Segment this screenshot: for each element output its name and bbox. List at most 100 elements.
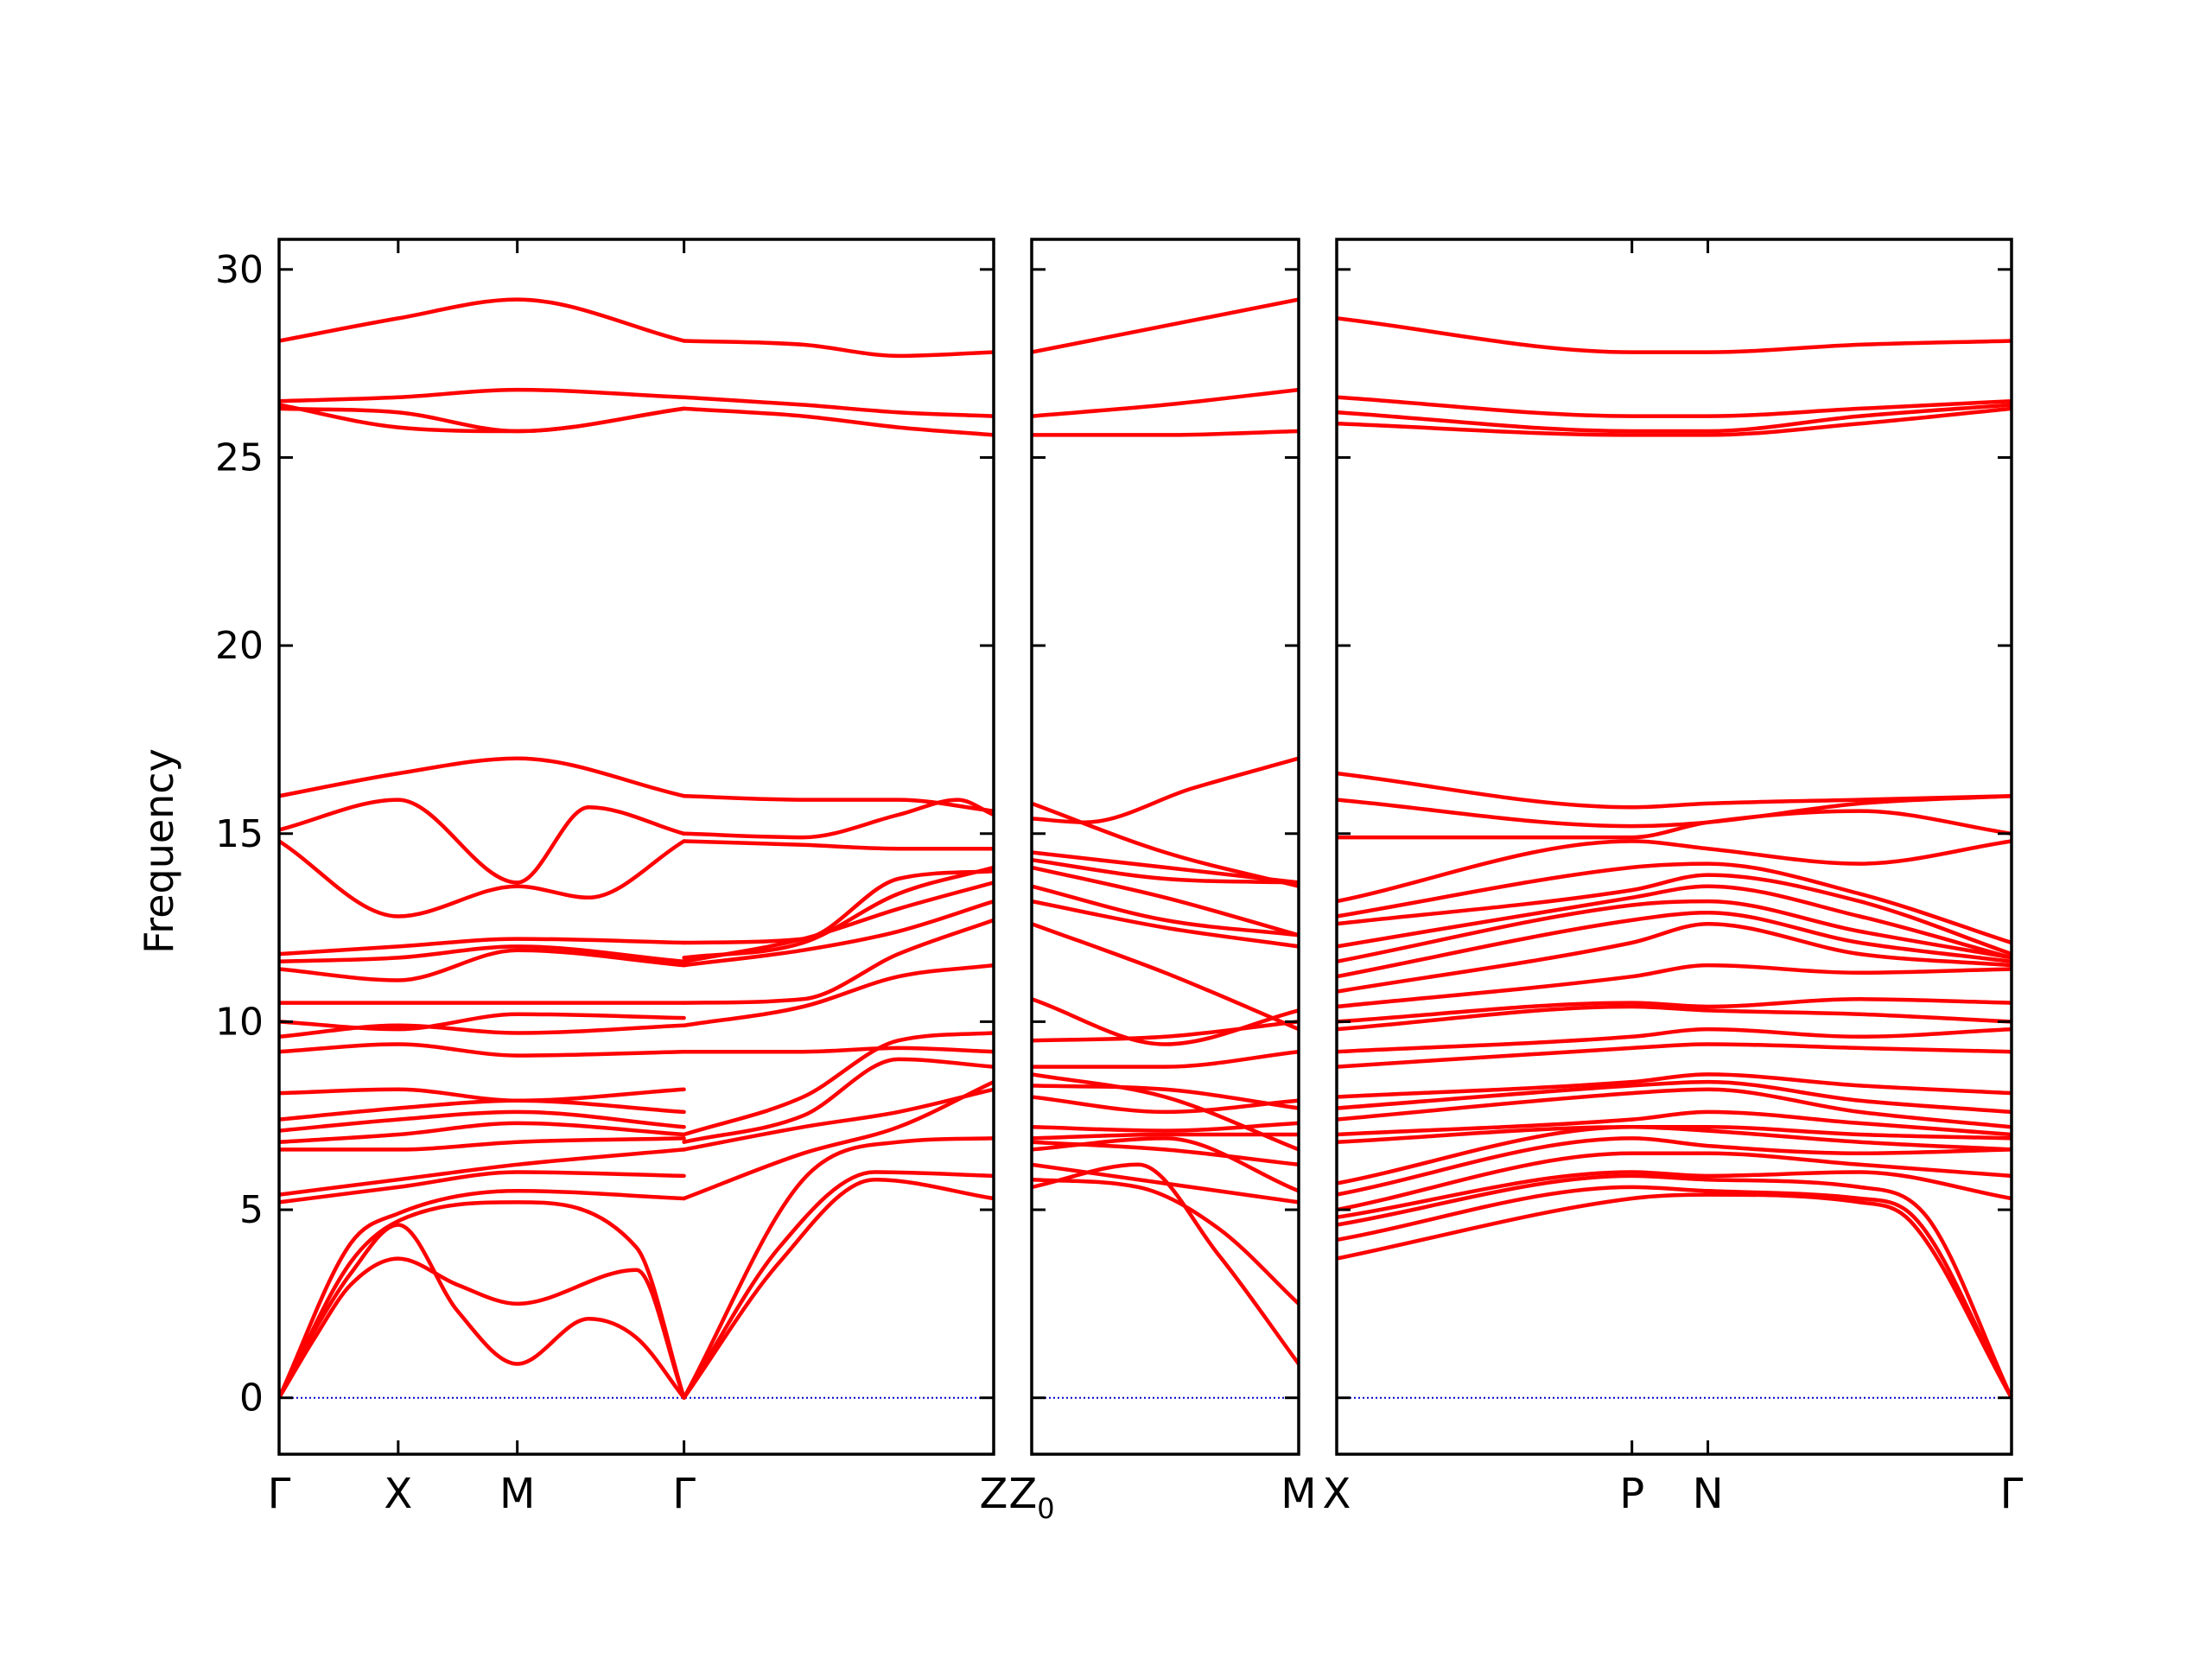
panel-3-band-28 <box>1337 406 2012 437</box>
panel-1-band-31 <box>682 1057 994 1144</box>
panel-2-band-12 <box>1032 1020 1299 1043</box>
kpoint-label: Γ <box>2000 1470 2024 1518</box>
panel-1-band-21 <box>279 756 686 798</box>
panel-1-band-6 <box>279 1147 686 1197</box>
panel-3-band-23 <box>1337 861 2012 945</box>
panel-1-band-13 <box>279 1023 686 1039</box>
panel-1-band-10 <box>279 1098 686 1122</box>
panel-1-band-32 <box>682 1031 994 1137</box>
kpoint-label: Γ <box>268 1470 291 1518</box>
panel-3-band-10 <box>1337 1087 2012 1129</box>
panel-2-band-20 <box>1032 801 1299 888</box>
panel-1-band-17 <box>279 944 686 964</box>
panel-1-band-1 <box>279 1256 686 1400</box>
panel-3-band-7 <box>1337 1125 2012 1185</box>
panel-1-band-9 <box>279 1109 686 1133</box>
panel-3-band-30 <box>1337 395 2012 418</box>
panel-1-band-39 <box>682 869 994 945</box>
panel-2-band-6 <box>1032 1132 1299 1141</box>
panel-3-band-16 <box>1337 997 2012 1024</box>
panel-3-band-13 <box>1337 1042 2012 1069</box>
kpoint-label: X <box>384 1470 412 1518</box>
kpoint-label: Z <box>980 1470 1008 1518</box>
panel-1-band-24 <box>279 387 686 404</box>
panel-3-band-11 <box>1337 1079 2012 1115</box>
ytick-label: 0 <box>239 1376 264 1421</box>
panel-1-band-42 <box>682 793 994 813</box>
panel-2-bands <box>1032 297 1299 1399</box>
panel-2-band-5 <box>1032 1140 1299 1167</box>
panel-1-bands <box>279 297 994 1400</box>
panel-3-band-21 <box>1337 884 2012 960</box>
panel-2-band-8 <box>1032 1095 1299 1115</box>
panel-3-bands <box>1337 316 2012 1400</box>
panel-1-band-33 <box>682 1046 994 1054</box>
panel-1-band-28 <box>682 1136 994 1400</box>
panel-2-band-10 <box>1032 1072 1299 1152</box>
panel-1-frame <box>277 238 995 1456</box>
panel-1-band-8 <box>279 1121 686 1144</box>
ytick-label: 30 <box>215 248 264 292</box>
panel-2-band-13 <box>1032 997 1299 1046</box>
panel-1-band-3 <box>279 1200 686 1400</box>
panel-2-band-14 <box>1032 921 1299 1032</box>
panel-1-band-16 <box>279 948 686 982</box>
panel-2-band-7 <box>1032 1121 1299 1133</box>
panel-1-band-25 <box>279 297 686 343</box>
panel-3-band-22 <box>1337 873 2012 957</box>
panel-3-band-4 <box>1337 1170 2012 1220</box>
kpoint-label: M <box>1281 1470 1316 1518</box>
panel-3-band-20 <box>1337 899 2012 964</box>
panel-2-band-24 <box>1032 297 1299 354</box>
panel-1-band-14 <box>279 1012 686 1032</box>
panel-3-frame <box>1335 238 2013 1456</box>
ytick-label: 15 <box>215 812 264 856</box>
ytick-label: 10 <box>215 1000 264 1044</box>
panel-1-band-7 <box>279 1136 686 1152</box>
kpoint-label: N <box>1693 1470 1724 1518</box>
kpoint-label: Z0 <box>1008 1470 1054 1525</box>
panel-1-band-12 <box>279 1042 686 1058</box>
kpoint-label: M <box>499 1470 535 1518</box>
panel-2-band-17 <box>1032 865 1299 938</box>
panel-1-band-36 <box>682 899 994 968</box>
panel-1-band-35 <box>682 918 994 1005</box>
panel-1-band-18 <box>279 937 686 957</box>
panel-1-band-44 <box>682 395 994 418</box>
panel-1-band-29 <box>682 1079 994 1201</box>
panel-3-band-6 <box>1337 1136 2012 1197</box>
panel-1-band-43 <box>682 406 994 437</box>
panel-3-band-9 <box>1337 1109 2012 1137</box>
panel-2-band-15 <box>1032 899 1299 949</box>
ytick-label: 20 <box>215 624 264 668</box>
y-axis-title: Frequency <box>136 748 182 954</box>
panel-1-band-20 <box>279 798 686 885</box>
panel-1-band-11 <box>279 1087 686 1103</box>
panel-1-band-34 <box>682 963 994 1028</box>
panel-3-band-31 <box>1337 316 2012 354</box>
panel-2-band-21 <box>1032 756 1299 824</box>
panel-2-band-2 <box>1032 1177 1299 1306</box>
panel-3-band-12 <box>1337 1072 2012 1099</box>
panel-1-band-4 <box>279 1189 686 1400</box>
kpoint-label: X <box>1323 1470 1351 1518</box>
kpoint-label: P <box>1619 1470 1644 1518</box>
panel-2-band-11 <box>1032 1049 1299 1069</box>
bands-layer <box>279 297 2012 1400</box>
panel-1-band-5 <box>279 1170 686 1205</box>
panel-3-band-8 <box>1337 1125 2012 1144</box>
panel-1-band-19 <box>279 839 686 918</box>
panel-1-band-30 <box>682 1087 994 1152</box>
panel-3-band-17 <box>1337 963 2012 1009</box>
ytick-label: 5 <box>239 1188 264 1232</box>
kpoint-label: Γ <box>672 1470 696 1518</box>
panel-3-band-29 <box>1337 403 2012 434</box>
panel-1-band-45 <box>682 339 994 359</box>
panel-1-band-41 <box>682 798 994 840</box>
panel-3-band-3 <box>1337 1173 2012 1400</box>
panel-2-band-22 <box>1032 429 1299 437</box>
panel-1-band-23 <box>279 403 686 434</box>
ytick-label: 25 <box>215 435 264 480</box>
panel-2-band-23 <box>1032 387 1299 418</box>
